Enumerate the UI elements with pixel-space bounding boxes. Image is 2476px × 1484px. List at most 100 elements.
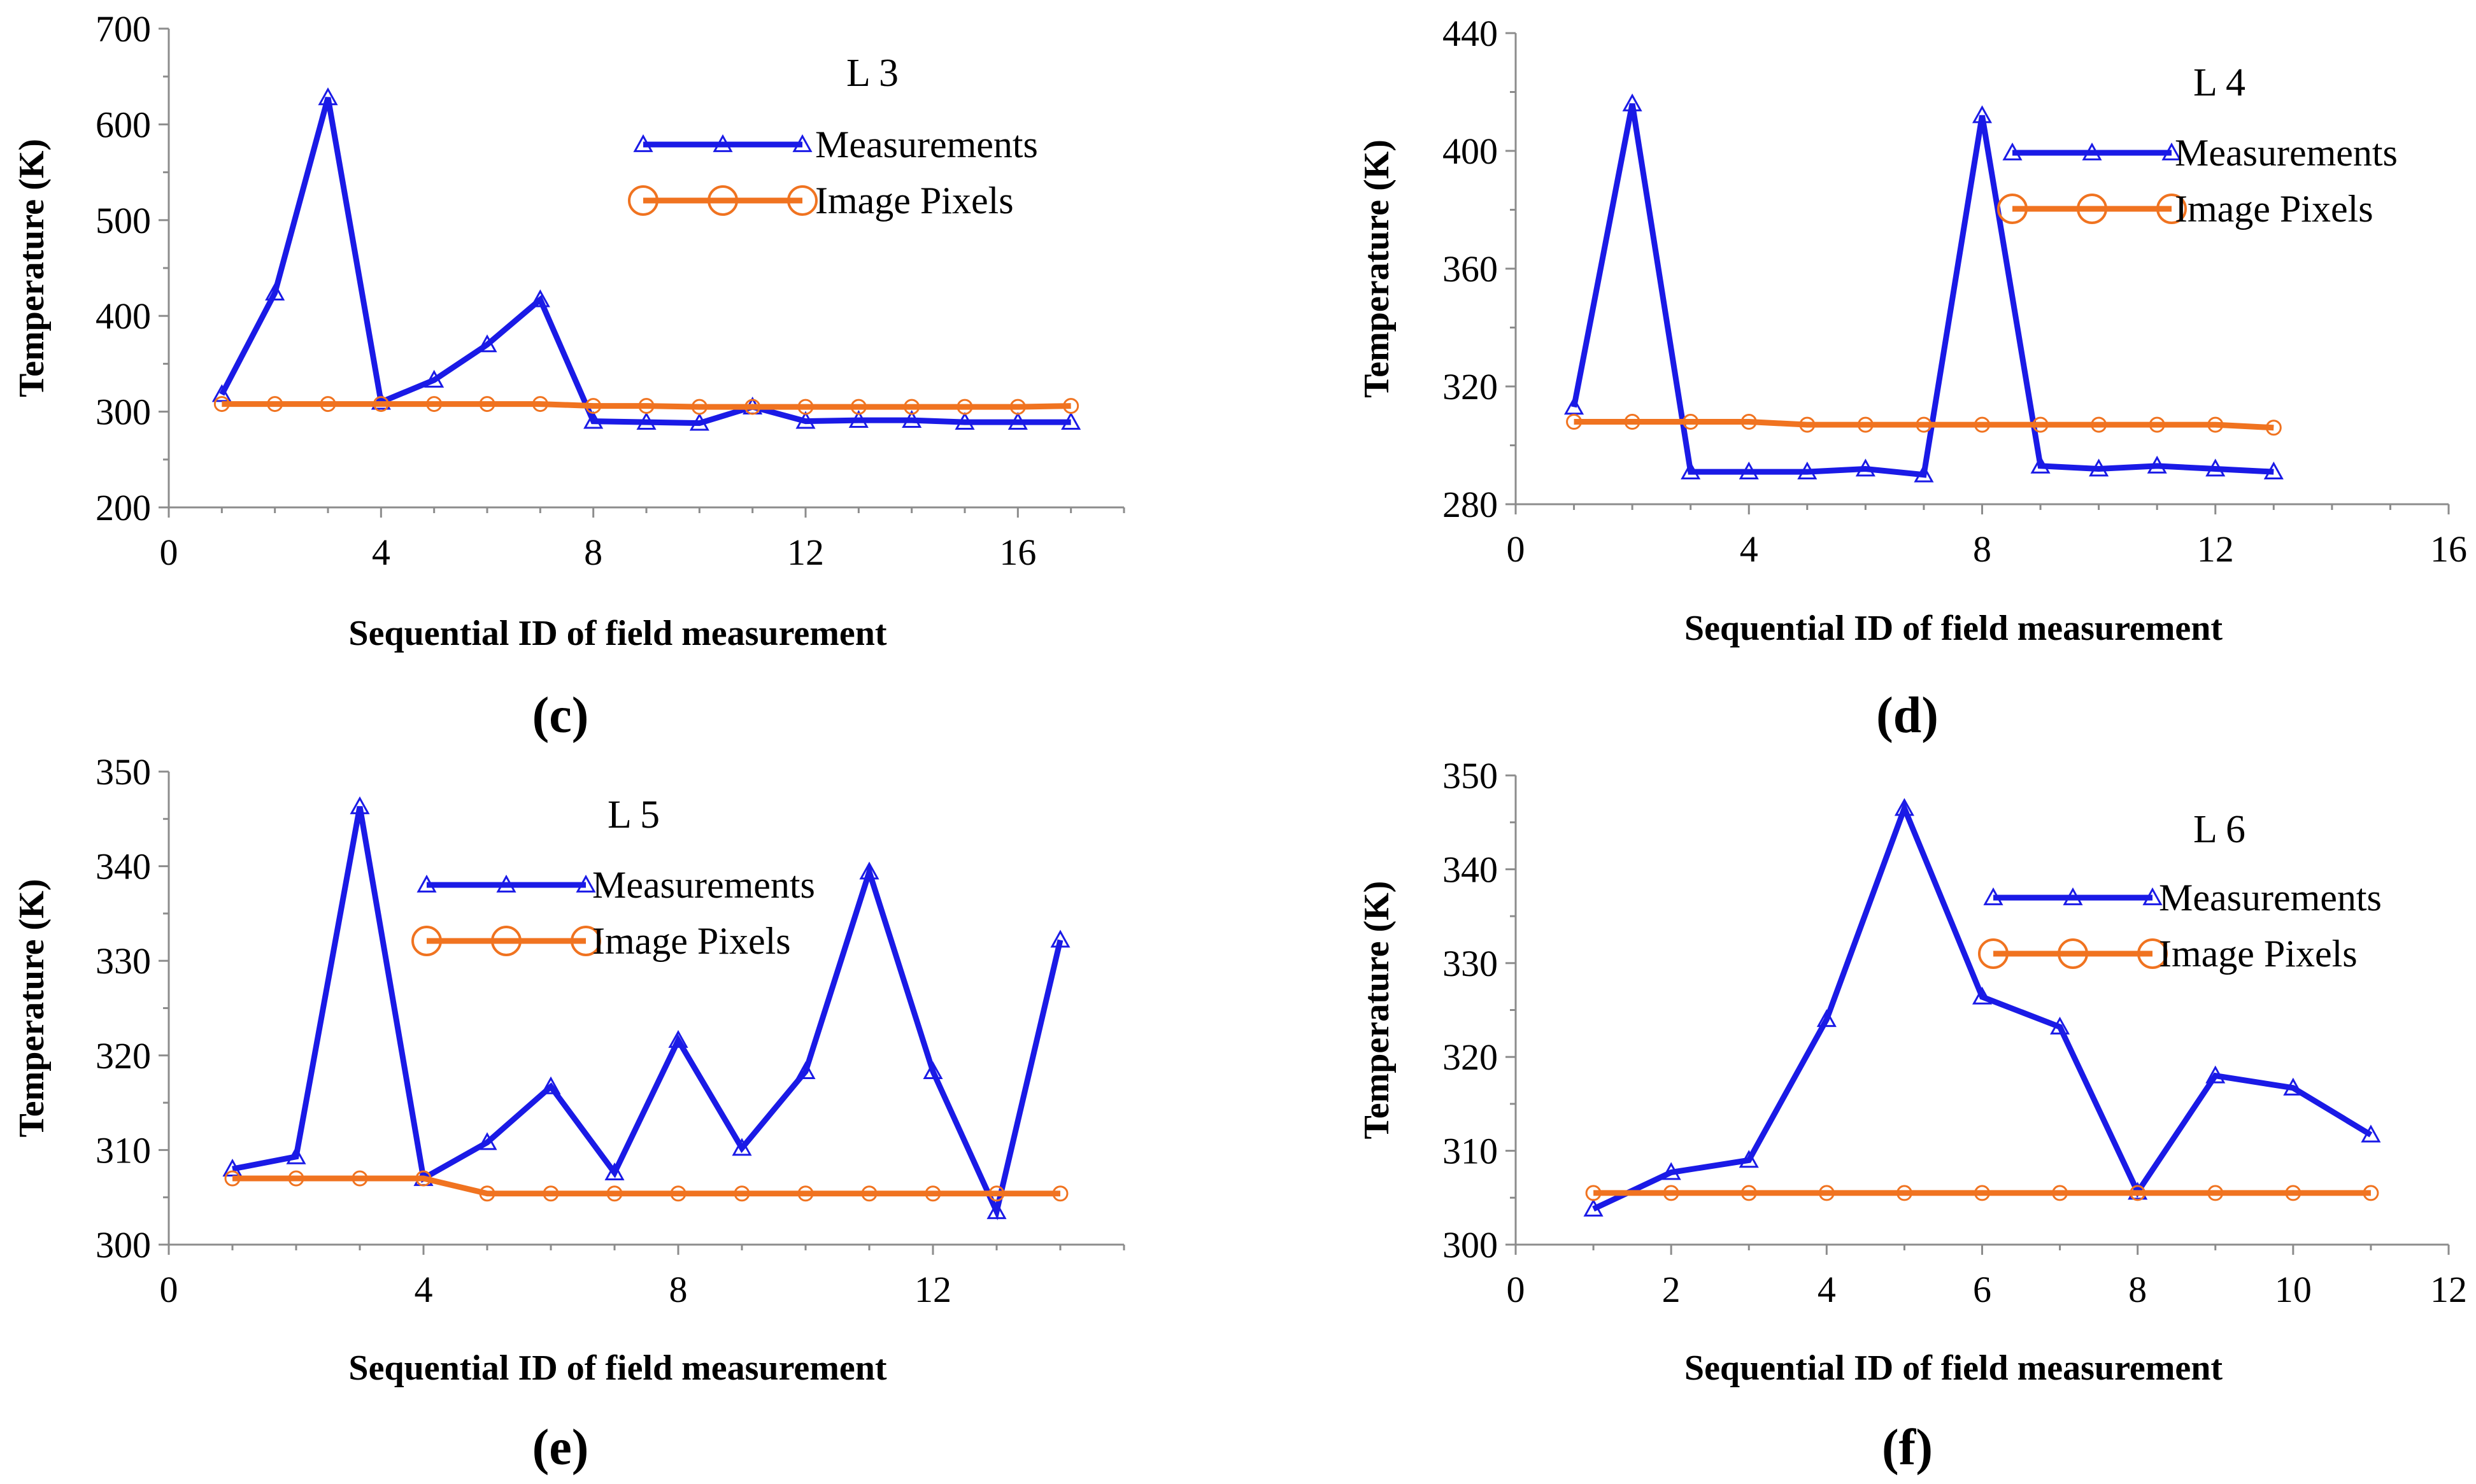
x-tick-label: 12 — [2430, 1269, 2467, 1310]
x-tick-label: 0 — [1507, 528, 1525, 570]
x-tick-label: 16 — [2430, 528, 2467, 570]
x-tick-label: 0 — [160, 532, 178, 573]
pixel-point — [288, 1170, 304, 1187]
measurement-point — [2050, 1016, 2070, 1035]
pixel-point — [532, 396, 548, 413]
measurement-point — [1855, 458, 1875, 477]
legend-circle-marker — [2077, 194, 2107, 224]
measurement-point — [477, 334, 497, 353]
legend-triangle-marker — [2161, 142, 2182, 160]
pixel-point — [2285, 1185, 2302, 1201]
measurement-point — [2361, 1124, 2381, 1143]
pixel-point — [2149, 416, 2165, 433]
y-tick-label: 600 — [96, 104, 151, 145]
measurement-point — [795, 1061, 816, 1079]
legend-circle-marker — [571, 926, 601, 956]
pixel-point — [1566, 414, 1583, 430]
legend-triangle-marker — [2142, 887, 2163, 905]
pixel-point — [1740, 1185, 1757, 1201]
pixel-point — [267, 396, 283, 413]
legend-circle-marker — [628, 185, 658, 216]
panel-caption: (e) — [532, 1420, 589, 1476]
series-line-image-pixels — [1574, 419, 2274, 431]
y-tick-label: 440 — [1442, 13, 1498, 54]
y-tick-label: 340 — [1442, 849, 1498, 890]
measurement-point — [604, 1162, 625, 1180]
pixel-point — [850, 399, 867, 415]
legend-triangle-marker — [2082, 142, 2102, 160]
measurement-point — [1797, 462, 1818, 480]
legend-triangle-marker — [416, 874, 437, 893]
pixel-point — [1052, 1185, 1069, 1202]
y-tick-label: 350 — [96, 751, 151, 793]
pixel-point — [2130, 1185, 2146, 1201]
legend-triangle-marker — [792, 134, 813, 152]
pixel-point — [2363, 1185, 2379, 1201]
x-axis-title: Sequential ID of field measurement — [348, 614, 886, 653]
pixel-point — [606, 1185, 623, 1202]
measurement-point — [1061, 412, 1081, 430]
y-tick-label: 310 — [1442, 1131, 1498, 1172]
pixel-point — [373, 396, 389, 413]
pixel-point — [2265, 420, 2282, 436]
x-tick-label: 0 — [160, 1269, 178, 1310]
measurement-point — [1681, 462, 1701, 480]
x-tick-label: 8 — [2128, 1269, 2147, 1310]
pixel-point — [797, 399, 814, 415]
chart-panel-d: 280 320 360 400 440 0 4 8 12 16 Sequential ID of f… — [1357, 13, 2467, 744]
pixel-point — [797, 1185, 814, 1202]
measurement-point — [583, 411, 604, 429]
legend-pixels-label: Image Pixels — [592, 920, 791, 962]
pixel-point — [479, 396, 495, 413]
x-axis-title: Sequential ID of field measurement — [348, 1348, 886, 1388]
measurement-point — [1564, 397, 1584, 415]
measurement-point — [211, 384, 232, 402]
x-tick-label: 12 — [2197, 528, 2234, 570]
chart-title: L 6 — [2193, 808, 2245, 851]
panel-caption: (c) — [532, 688, 589, 744]
chart-title: L 5 — [608, 793, 660, 837]
pixel-point — [1663, 1185, 1679, 1201]
series-line-measurements — [219, 97, 1071, 427]
measurement-point — [668, 1029, 688, 1048]
measurement-point — [2089, 458, 2109, 477]
y-axis-title: Temperature (K) — [12, 879, 52, 1138]
legend-triangle-marker — [576, 874, 596, 893]
measurement-point — [265, 283, 285, 301]
measurement-point — [1583, 1198, 1604, 1217]
measurement-point — [1816, 1009, 1837, 1028]
measurement-point — [1972, 105, 1993, 124]
panel-caption: (f) — [1882, 1420, 1933, 1476]
pixel-point — [957, 399, 973, 415]
series-line-image-pixels — [232, 1175, 1060, 1197]
pixel-point — [988, 1185, 1005, 1202]
measurement-point — [2283, 1077, 2303, 1096]
pixel-point — [2207, 416, 2224, 433]
legend-circle-marker — [491, 926, 522, 956]
legend-pixels-label: Image Pixels — [2175, 188, 2373, 230]
pixel-point — [1818, 1185, 1835, 1201]
x-tick-label: 2 — [1662, 1269, 1681, 1310]
x-tick-label: 16 — [999, 532, 1036, 573]
measurement-point — [848, 410, 869, 428]
pixel-point — [2207, 1185, 2224, 1201]
pixel-point — [744, 399, 761, 415]
y-tick-label: 300 — [1442, 1224, 1498, 1266]
measurement-point — [636, 412, 657, 430]
measurement-point — [541, 1076, 561, 1094]
pixel-point — [2091, 416, 2107, 433]
legend-circle-marker — [2058, 938, 2088, 969]
pixel-point — [1683, 414, 1699, 430]
y-tick-label: 320 — [1442, 1036, 1498, 1078]
x-tick-label: 8 — [669, 1269, 688, 1310]
y-tick-label: 360 — [1442, 248, 1498, 290]
pixel-point — [1974, 1185, 1990, 1201]
y-tick-label: 700 — [96, 8, 151, 50]
y-tick-label: 400 — [96, 295, 151, 337]
x-tick-label: 12 — [787, 532, 824, 573]
chart-title: L 3 — [846, 52, 899, 95]
chart-panel-e: 300 310 320 330 340 350 0 4 8 12 Sequential ID of … — [12, 751, 1125, 1476]
legend-circle-marker — [2156, 194, 2187, 224]
measurement-point — [955, 412, 975, 430]
